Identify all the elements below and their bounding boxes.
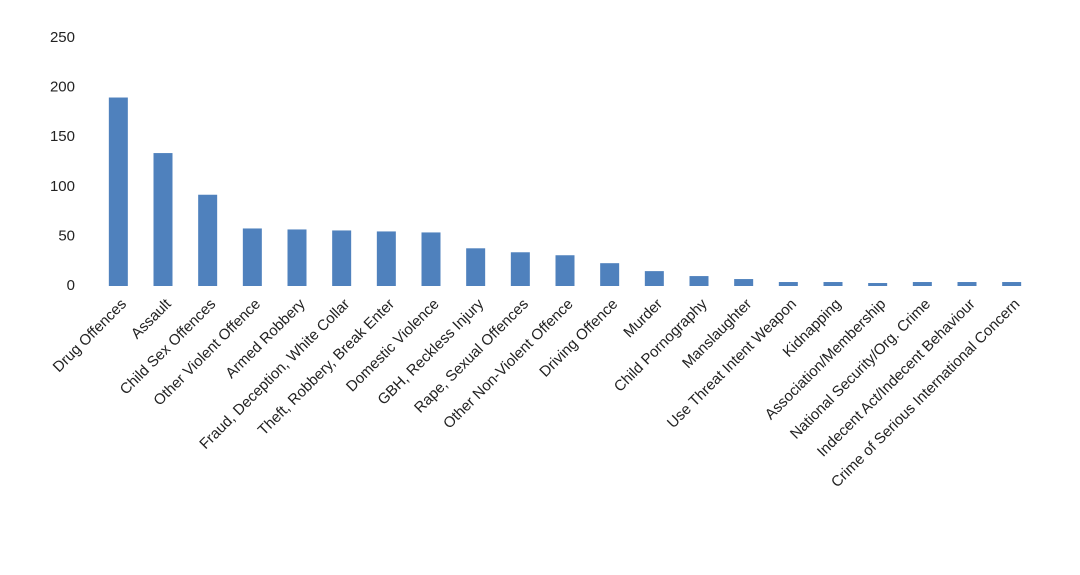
bar: [868, 283, 888, 286]
bar: [376, 231, 396, 286]
bar: [734, 279, 754, 286]
y-tick-label: 50: [58, 227, 75, 244]
y-tick-label: 250: [50, 29, 75, 46]
bar: [287, 229, 307, 286]
bar: [778, 282, 798, 286]
bar: [957, 282, 977, 286]
bar: [555, 255, 575, 286]
bar: [689, 276, 709, 286]
bar: [421, 232, 441, 286]
bar: [198, 194, 218, 286]
bar: [600, 263, 620, 286]
x-tick-label: Driving Offence: [536, 296, 621, 381]
y-tick-label: 0: [67, 277, 75, 294]
bar: [510, 252, 530, 286]
x-tick-label: Armed Robbery: [222, 295, 309, 382]
bar: [108, 97, 128, 287]
bar: [466, 248, 486, 286]
bar: [332, 230, 352, 286]
y-tick-label: 200: [50, 79, 75, 96]
x-tick-label: Drug Offences: [50, 296, 130, 376]
bar: [1002, 282, 1022, 286]
bar: [912, 282, 932, 286]
bar: [644, 271, 664, 286]
bar: [242, 228, 262, 286]
y-tick-label: 150: [50, 128, 75, 145]
bar: [823, 282, 843, 286]
bar: [153, 153, 173, 286]
y-tick-label: 100: [50, 178, 75, 195]
